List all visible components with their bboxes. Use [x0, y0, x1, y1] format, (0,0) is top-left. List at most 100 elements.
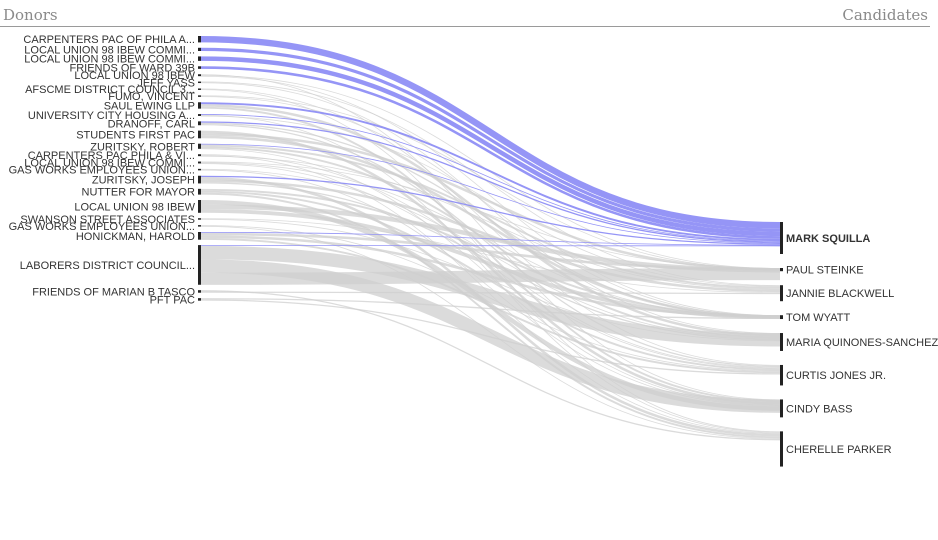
inactive-link[interactable] [200, 232, 781, 271]
inactive-link[interactable] [200, 155, 781, 290]
donor-label[interactable]: JEFF YASS [137, 77, 195, 89]
donor-label[interactable]: UNIVERSITY CITY HOUSING A... [28, 110, 195, 122]
candidate-node[interactable]: CHERELLE PARKER [780, 431, 892, 467]
active-link[interactable] [200, 175, 781, 245]
candidate-bar[interactable] [780, 333, 783, 351]
candidate-node[interactable]: CINDY BASS [780, 399, 852, 418]
inactive-link[interactable] [200, 298, 781, 320]
donor-label[interactable]: LOCAL UNION 98 IBEW [74, 201, 195, 213]
donor-node[interactable]: GAS WORKS EMPLOYEES UNION... [9, 221, 201, 233]
donor-bar[interactable] [198, 74, 201, 77]
candidate-bar[interactable] [780, 285, 783, 302]
donor-label[interactable]: PFT PAC [150, 294, 195, 306]
donor-node[interactable]: UNIVERSITY CITY HOUSING A... [28, 110, 201, 122]
donor-node[interactable]: ZURITSKY, ROBERT [90, 141, 201, 153]
candidate-bar[interactable] [780, 364, 783, 386]
donor-node[interactable]: ZURITSKY, JOSEPH [92, 175, 201, 187]
donor-label[interactable]: LOCAL UNION 98 IBEW COMMI... [24, 44, 195, 56]
inactive-link[interactable] [200, 82, 781, 334]
donor-bar[interactable] [198, 36, 201, 43]
inactive-link[interactable] [200, 192, 781, 439]
donor-label[interactable]: HONICKMAN, HAROLD [76, 231, 195, 243]
active-link[interactable] [200, 143, 781, 244]
inactive-link[interactable] [200, 299, 781, 375]
inactive-link[interactable] [200, 135, 781, 318]
donor-label[interactable]: DRANOFF, CARL [108, 118, 195, 130]
donor-node[interactable]: GAS WORKS EMPLOYEES UNION... [9, 165, 201, 177]
donor-label[interactable]: LOCAL UNION 98 IBEW COMMI... [24, 158, 195, 170]
inactive-link[interactable] [200, 75, 781, 316]
candidate-node[interactable]: JANNIE BLACKWELL [780, 285, 894, 302]
inactive-link[interactable] [200, 218, 781, 293]
donor-node[interactable]: LOCAL UNION 98 IBEW COMMI... [24, 44, 201, 56]
candidate-label[interactable]: JANNIE BLACKWELL [786, 288, 894, 300]
inactive-link[interactable] [200, 237, 781, 374]
donor-bar[interactable] [198, 232, 201, 240]
active-link[interactable] [200, 121, 781, 243]
donor-bar[interactable] [198, 143, 201, 149]
inactive-link[interactable] [200, 290, 781, 441]
donor-node[interactable]: FRIENDS OF WARD 39B [70, 63, 202, 75]
donor-label[interactable]: LOCAL UNION 98 IBEW COMMI... [24, 54, 195, 66]
candidate-bar[interactable] [780, 431, 783, 467]
donor-node[interactable]: FUMO, VINCENT [108, 91, 201, 103]
inactive-link[interactable] [200, 291, 781, 295]
candidate-node[interactable]: TOM WYATT [780, 312, 850, 324]
inactive-link[interactable] [200, 96, 781, 317]
inactive-link[interactable] [200, 161, 781, 269]
donor-bar[interactable] [198, 298, 201, 301]
donor-label[interactable]: CARPENTERS PAC OF PHILA A... [23, 34, 195, 46]
donor-bar[interactable] [198, 130, 201, 139]
donor-bar[interactable] [198, 88, 201, 90]
candidate-node[interactable]: MARIA QUINONES-SANCHEZ [780, 333, 938, 351]
donor-bar[interactable] [198, 121, 201, 126]
donor-bar[interactable] [198, 154, 201, 157]
donor-node[interactable]: AFSCME DISTRICT COUNCIL 3... [25, 84, 201, 96]
candidate-label[interactable]: MARK SQUILLA [786, 233, 870, 245]
inactive-link[interactable] [200, 179, 781, 293]
candidate-label[interactable]: PAUL STEINKE [786, 265, 864, 277]
candidate-node[interactable]: CURTIS JONES JR. [780, 364, 886, 386]
donor-label[interactable]: FRIENDS OF WARD 39B [70, 63, 196, 75]
donor-bar[interactable] [198, 168, 201, 171]
donor-label[interactable]: CARPENTERS PAC PHILA & VI... [28, 150, 195, 162]
donor-bar[interactable] [198, 114, 201, 116]
donor-node[interactable]: NUTTER FOR MAYOR [82, 187, 201, 199]
donor-bar[interactable] [198, 175, 201, 184]
candidate-label[interactable]: CHERELLE PARKER [786, 444, 892, 456]
donor-node[interactable]: SWANSON STREET ASSOCIATES [20, 214, 201, 226]
active-link[interactable] [200, 47, 781, 232]
active-link[interactable] [200, 102, 781, 241]
donor-bar[interactable] [198, 56, 201, 61]
donor-node[interactable]: SAUL EWING LLP [104, 100, 201, 112]
donor-label[interactable]: ZURITSKY, ROBERT [90, 141, 195, 153]
active-link[interactable] [200, 66, 781, 239]
donor-bar[interactable] [198, 245, 201, 285]
donor-node[interactable]: LABORERS DISTRICT COUNCIL... [20, 245, 201, 285]
donor-node[interactable]: CARPENTERS PAC OF PHILA A... [23, 34, 201, 46]
donor-node[interactable]: LOCAL UNION 98 IBEW [74, 70, 201, 82]
donor-bar[interactable] [198, 200, 201, 213]
donor-bar[interactable] [198, 218, 201, 220]
active-link[interactable] [200, 114, 781, 242]
donor-bar[interactable] [198, 81, 201, 84]
candidate-node[interactable]: PAUL STEINKE [780, 265, 864, 277]
donor-label[interactable]: STUDENTS FIRST PAC [76, 129, 195, 141]
active-link[interactable] [200, 56, 781, 237]
donor-node[interactable]: LOCAL UNION 98 IBEW COMMI... [24, 54, 201, 66]
inactive-link[interactable] [200, 245, 781, 347]
donor-label[interactable]: GAS WORKS EMPLOYEES UNION... [9, 221, 195, 233]
donor-label[interactable]: ZURITSKY, JOSEPH [92, 175, 195, 187]
donor-label[interactable]: LABORERS DISTRICT COUNCIL... [20, 260, 195, 272]
candidate-label[interactable]: MARIA QUINONES-SANCHEZ [786, 337, 938, 349]
donor-node[interactable]: HONICKMAN, HAROLD [76, 231, 201, 243]
candidate-label[interactable]: CURTIS JONES JR. [786, 370, 886, 382]
donor-bar[interactable] [198, 47, 201, 51]
candidate-bar[interactable] [780, 399, 783, 418]
donor-label[interactable]: AFSCME DISTRICT COUNCIL 3... [25, 84, 195, 96]
donor-bar[interactable] [198, 188, 201, 195]
donor-label[interactable]: GAS WORKS EMPLOYEES UNION... [9, 165, 195, 177]
donor-bar[interactable] [198, 161, 201, 164]
candidate-bar[interactable] [780, 268, 783, 272]
donor-bar[interactable] [198, 66, 201, 69]
